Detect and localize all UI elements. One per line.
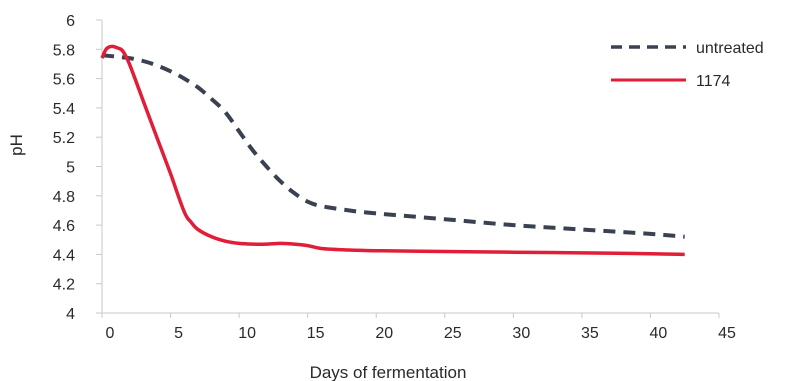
x-tick-label: 10 [238, 325, 256, 342]
y-tick-label: 5.6 [53, 72, 75, 89]
legend: untreated 1174 [611, 40, 764, 90]
y-tick-label: 4.2 [53, 277, 75, 294]
series-line-untreated [101, 53, 685, 239]
x-tick-labels: 0 5 10 15 20 25 30 35 40 45 [101, 313, 736, 342]
x-tick-label: 5 [174, 325, 183, 342]
y-tick-label: 4 [66, 306, 75, 323]
x-tick-label: 20 [375, 325, 393, 342]
x-tick-label: 30 [512, 325, 530, 342]
x-tick-label: 15 [307, 325, 325, 342]
y-tick-label: 5.8 [53, 42, 75, 59]
legend-label-untreated: untreated [696, 40, 764, 57]
x-tick-label: 25 [444, 325, 462, 342]
x-tick-label: 0 [106, 325, 115, 342]
x-tick-label: 35 [581, 325, 599, 342]
y-tick-label: 4.8 [53, 189, 75, 206]
y-axis-title: pH [7, 134, 26, 156]
y-tick-label: 4.6 [53, 218, 75, 235]
legend-item-1174: 1174 [611, 73, 731, 90]
x-tick-label: 40 [650, 325, 668, 342]
y-tick-label: 5.4 [53, 101, 75, 118]
y-tick-label: 4.4 [53, 247, 75, 264]
y-tick-label: 6 [66, 13, 75, 30]
series-lines [100, 44, 685, 257]
y-tick-labels: 4 4.2 4.4 4.6 4.8 5 5.2 5.4 5.6 5.8 6 [53, 13, 102, 323]
x-axis-title: Days of fermentation [310, 363, 467, 381]
legend-label-1174: 1174 [696, 73, 731, 90]
legend-item-untreated: untreated [611, 40, 764, 57]
x-tick-label: 45 [718, 325, 736, 342]
y-tick-label: 5 [66, 160, 75, 177]
series-line-1174 [100, 44, 685, 257]
y-tick-label: 5.2 [53, 130, 75, 147]
